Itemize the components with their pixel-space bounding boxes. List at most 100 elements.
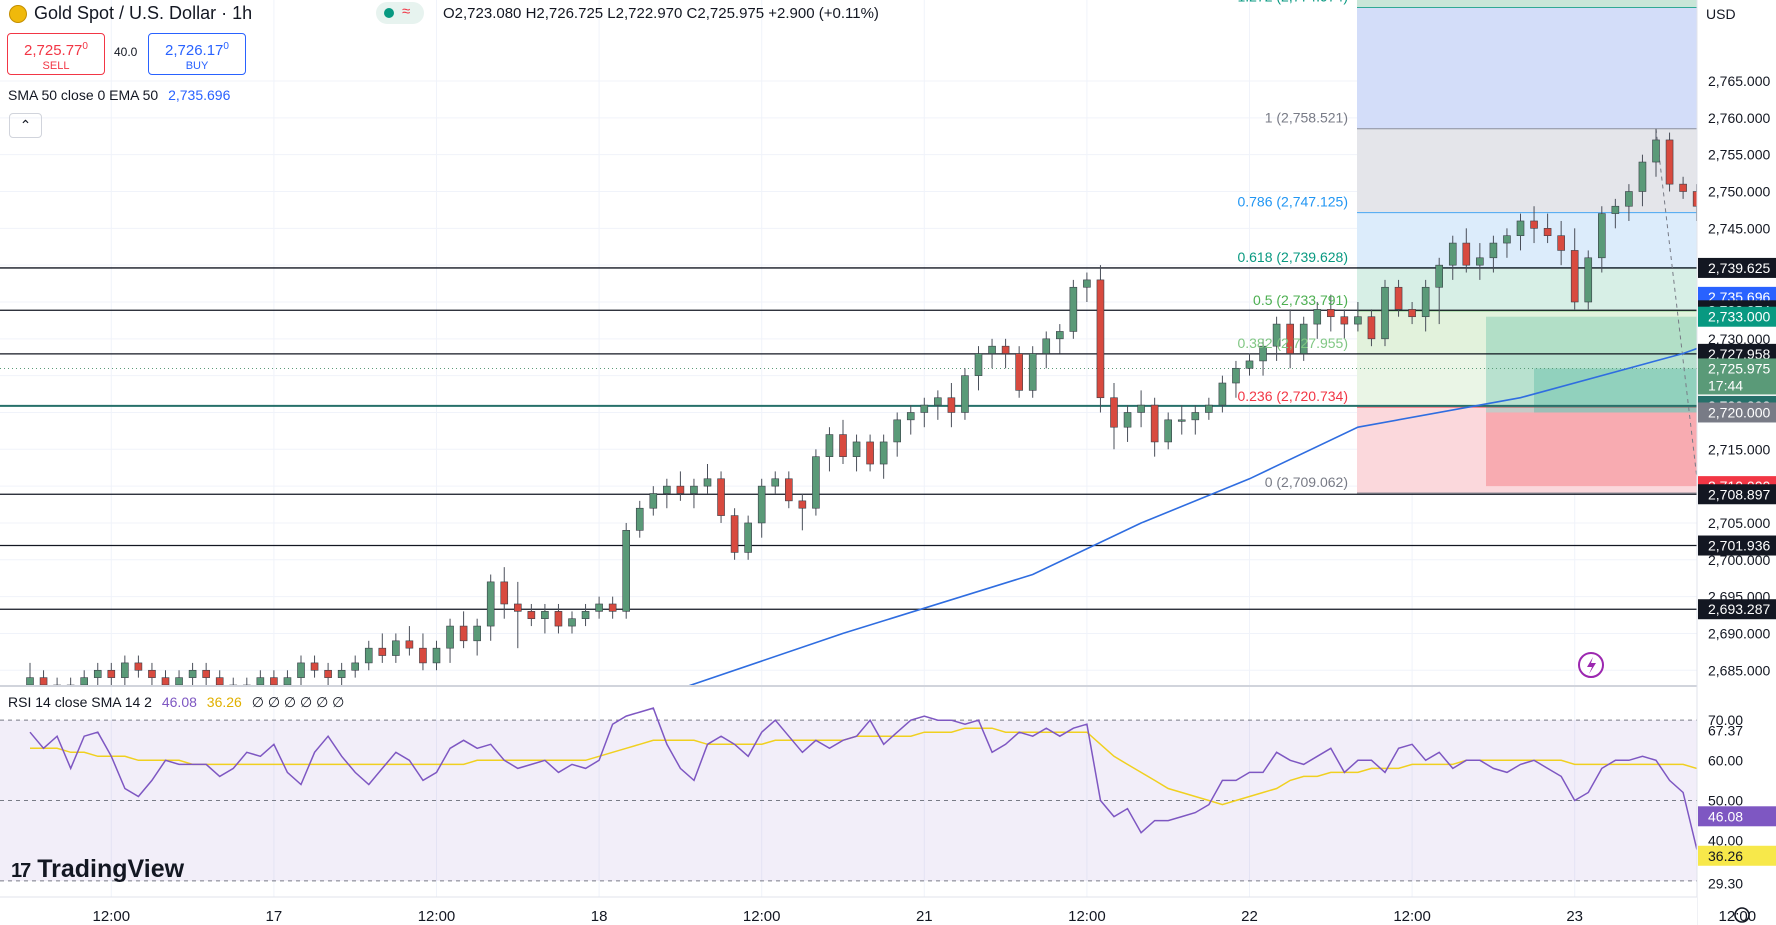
candle	[283, 670, 292, 685]
data-delay-icon: ≈	[402, 3, 411, 20]
candle	[730, 508, 739, 560]
candle	[866, 434, 874, 472]
candle-body	[500, 581, 509, 605]
rsi-sma-value: 36.26	[206, 694, 242, 710]
candle	[53, 677, 61, 685]
candle	[947, 383, 956, 428]
candle	[1503, 228, 1511, 258]
trend-line-dashed	[1655, 128, 1698, 479]
candle-body	[1584, 257, 1593, 303]
candle	[1218, 375, 1227, 413]
candle-body	[202, 669, 210, 678]
symbol-title[interactable]: Gold Spot / U.S. Dollar · 1h	[34, 3, 253, 23]
sell-button[interactable]: 2,725.770 SELL	[7, 33, 105, 75]
time-tick-label: 12:00	[1393, 908, 1431, 925]
candle	[649, 486, 658, 516]
settings-gear-icon[interactable]	[1734, 907, 1750, 923]
candle	[798, 493, 807, 531]
candle-body	[1435, 264, 1443, 288]
candle-body	[730, 515, 739, 553]
candle	[1028, 346, 1037, 398]
candle-body	[1069, 286, 1078, 332]
candle-body	[256, 677, 265, 685]
fibonacci-labels: 1.272 (2,774.974) 1 (2,758.521) 0.786 (2,7…	[1237, 0, 1348, 490]
candle	[1421, 279, 1430, 332]
candle-body	[215, 677, 224, 685]
candle	[676, 471, 685, 501]
candle-body	[1570, 250, 1579, 303]
candle	[1015, 346, 1023, 398]
rsi-tick-label: 50.00	[1708, 793, 1743, 809]
candle-body	[784, 478, 793, 502]
buy-button[interactable]: 2,726.170 BUY	[148, 33, 246, 75]
ema-50-line	[688, 347, 1697, 685]
candle-body	[1164, 419, 1172, 443]
indicator-label: SMA 50 close 0 EMA 50	[8, 87, 159, 103]
time-tick-label: 23	[1566, 908, 1583, 925]
candle	[256, 670, 265, 685]
candle-body	[107, 669, 116, 678]
price-badge	[1698, 535, 1776, 556]
candle-body	[1679, 183, 1687, 192]
rsi-tick-label: 67.37	[1708, 723, 1743, 739]
fib-level-label: 1.272 (2,774.974)	[1237, 0, 1348, 5]
candle	[1137, 390, 1145, 428]
candle	[93, 662, 102, 685]
fib-zone	[1357, 212, 1697, 268]
price-badge	[1698, 484, 1776, 505]
candle-body	[1598, 213, 1606, 259]
candle	[595, 596, 603, 619]
candle	[1394, 279, 1403, 317]
rsi-badge	[1698, 845, 1776, 866]
candle	[568, 611, 576, 634]
candle	[500, 567, 509, 619]
candle	[1259, 338, 1267, 376]
candle-body	[798, 500, 807, 509]
rsi-legend[interactable]: RSI 14 close SMA 14 2 46.08 36.26 ∅ ∅ ∅ …	[8, 694, 344, 711]
candle	[107, 662, 116, 685]
candle-body	[527, 611, 536, 620]
fib-level-label: 0 (2,709.062)	[1265, 474, 1348, 490]
ema-line	[688, 347, 1697, 685]
fib-level-label: 0.618 (2,739.628)	[1237, 249, 1348, 265]
bolt-glyph	[1587, 657, 1596, 674]
candle	[1448, 235, 1457, 280]
candle	[473, 618, 481, 656]
rsi-badge	[1698, 806, 1776, 827]
candle-body	[1001, 345, 1010, 354]
price-tick-label: 2,705.000	[1708, 515, 1770, 531]
candle	[202, 662, 210, 685]
ohlc-readout: O2,723.080 H2,726.725 L2,722.970 C2,725.…	[443, 5, 879, 22]
fib-level-label: 0.5 (2,733.791)	[1253, 292, 1348, 308]
candle-body	[364, 647, 373, 664]
candle-body	[568, 618, 576, 627]
fib-zone	[1357, 407, 1697, 494]
candle-body	[541, 611, 549, 620]
price-axis: 2,765.000 2,760.000 2,755.000 2,750.000 2,74…	[1696, 0, 1776, 925]
candle-body	[80, 677, 88, 685]
candle-body	[1245, 360, 1254, 369]
collapse-legend-button[interactable]: ⌃	[9, 113, 42, 138]
candle-body	[1557, 235, 1565, 251]
candle	[405, 626, 414, 656]
price-axis-bg	[1697, 0, 1776, 925]
sell-price: 2,725.770	[24, 41, 88, 59]
candle	[1476, 243, 1484, 280]
market-status-pill[interactable]: ≈	[376, 2, 424, 24]
candle-body	[1015, 353, 1023, 391]
currency-label[interactable]: USD	[1706, 6, 1736, 22]
candle	[1245, 353, 1254, 376]
time-tick-label: 17	[266, 908, 283, 925]
candle	[1001, 338, 1010, 369]
price-tick-label: 2,700.000	[1708, 552, 1770, 568]
horizontal-levels	[0, 267, 1697, 610]
candle-body	[852, 441, 861, 457]
candle	[1150, 397, 1159, 457]
candle	[663, 478, 671, 509]
indicator-legend[interactable]: SMA 50 close 0 EMA 50 2,735.696	[8, 87, 230, 103]
candle-body	[1232, 367, 1240, 384]
price-badge-label: 2,727.958	[1708, 346, 1770, 362]
candle-body	[839, 434, 847, 457]
candle	[988, 338, 996, 369]
